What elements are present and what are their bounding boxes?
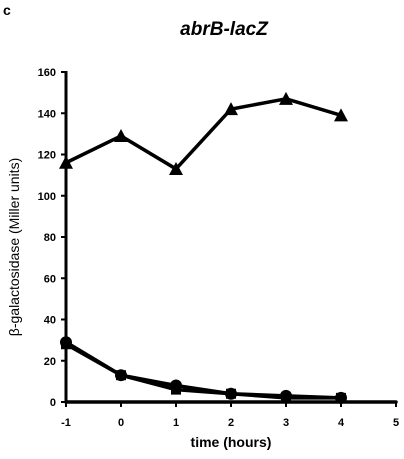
square-marker: [171, 384, 181, 395]
x-tick-label: 0: [118, 417, 124, 429]
x-tick-label: 1: [173, 417, 179, 429]
series-triangle: [59, 91, 348, 175]
x-tick-label: 5: [393, 417, 399, 429]
y-tick-label: 60: [44, 273, 56, 285]
x-tick-label: -1: [61, 417, 71, 429]
series-layer: [59, 91, 398, 404]
square-marker: [116, 370, 126, 381]
x-tick-label: 4: [338, 417, 345, 429]
y-tick-label: 0: [50, 397, 56, 409]
x-tick-label: 3: [283, 417, 289, 429]
y-tick-label: 100: [38, 191, 56, 203]
panel-label: c: [3, 2, 11, 18]
square-marker: [336, 392, 346, 403]
y-tick-label: 140: [38, 108, 56, 120]
y-tick-label: 20: [44, 356, 56, 368]
x-tick-label: 2: [228, 417, 234, 429]
square-marker: [281, 392, 291, 403]
triangle-marker: [224, 102, 238, 116]
triangle-marker: [279, 91, 293, 105]
triangle-marker: [334, 108, 348, 122]
y-tick-label: 80: [44, 232, 56, 244]
series-square: [61, 339, 346, 403]
triangle-marker: [59, 155, 73, 169]
y-tick-label: 40: [44, 315, 56, 327]
triangle-marker: [114, 128, 128, 142]
square-marker: [61, 339, 71, 350]
y-axis-label: β-galactosidase (Miller units): [6, 158, 22, 336]
series-line: [64, 97, 343, 171]
chart-title: abrB-lacZ: [180, 19, 269, 40]
y-tick-label: 120: [38, 150, 56, 162]
series-line: [64, 342, 343, 400]
square-marker: [226, 388, 236, 399]
series-line: [64, 340, 343, 400]
x-axis-label: time (hours): [191, 434, 272, 450]
triangle-marker: [169, 161, 183, 175]
y-tick-label: 160: [38, 67, 56, 79]
series-circle: [60, 336, 347, 404]
